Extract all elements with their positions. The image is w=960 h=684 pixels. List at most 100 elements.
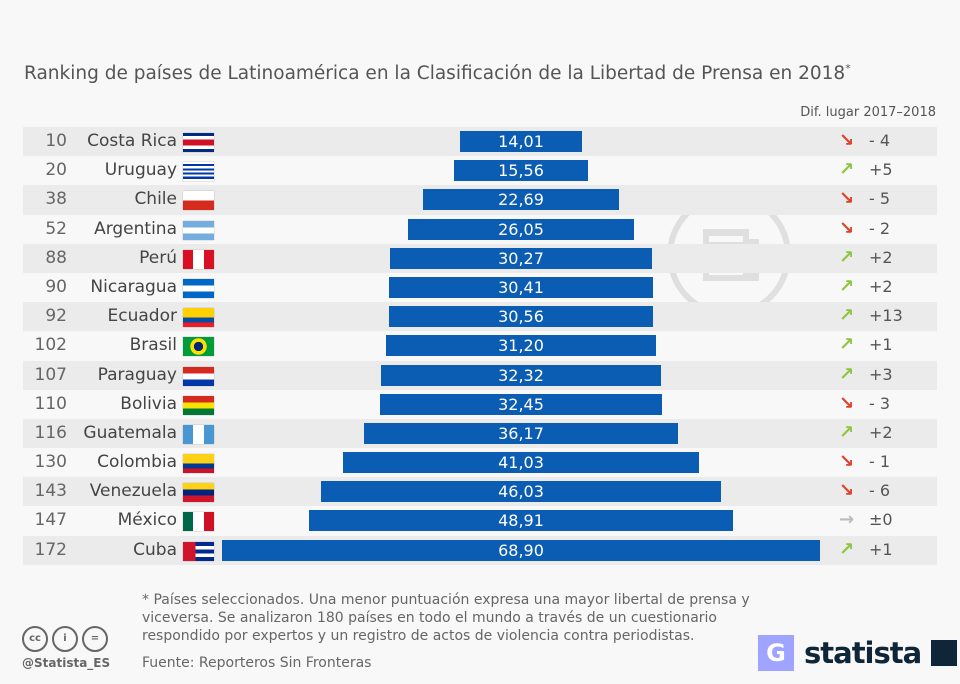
diff-value: - 5: [869, 189, 891, 209]
arrow-up-icon: ↗: [839, 363, 855, 385]
cc-icon: cc: [22, 626, 48, 652]
bar: 41,03: [343, 452, 699, 474]
rank: 110: [34, 393, 67, 414]
flag-icon: [183, 278, 214, 298]
diff-value: +13: [869, 306, 903, 326]
no-derivatives-icon: =: [82, 626, 108, 652]
table-row: 52 Argentina 26,05 ↘ - 2: [23, 215, 937, 244]
country-label: Guatemala: [83, 422, 177, 443]
table-row: 20 Uruguay 15,56 ↗ +5: [23, 156, 937, 185]
country-label: Paraguay: [97, 364, 177, 385]
arrow-up-icon: ↗: [839, 334, 855, 356]
rank: 130: [34, 452, 67, 473]
country-label: Uruguay: [104, 160, 177, 181]
table-row: 116 Guatemala 36,17 ↗ +2: [23, 418, 937, 449]
flag-icon: [183, 162, 214, 182]
arrow-up-icon: ↗: [839, 275, 855, 297]
country-label: Chile: [134, 189, 177, 210]
footnote: * Países seleccionados. Una menor puntua…: [142, 592, 750, 644]
diff-value: +2: [869, 276, 893, 296]
rank: 143: [34, 481, 67, 502]
bar: 30,27: [389, 247, 653, 269]
arrow-down-icon: ↘: [839, 480, 855, 502]
table-row: 147 México 48,91 → ±0: [23, 506, 937, 535]
country-label: Bolivia: [120, 393, 177, 414]
arrow-down-icon: ↘: [839, 130, 855, 151]
rank: 10: [45, 131, 67, 151]
flag-icon: [183, 424, 214, 444]
table-row: 143 Venezuela 46,03 ↘ - 6: [23, 477, 937, 507]
diff-header: Dif. lugar 2017–2018: [800, 105, 936, 120]
flag-icon: [183, 454, 214, 474]
bar: 22,69: [422, 189, 620, 211]
bar: 46,03: [321, 481, 721, 503]
rank: 88: [45, 247, 67, 268]
diff-value: - 4: [869, 131, 891, 150]
twitter-handle: @Statista_ES: [22, 656, 111, 670]
bar: 30,56: [388, 306, 654, 328]
bar: 14,01: [460, 131, 582, 152]
bar: 36,17: [364, 422, 678, 444]
rank: 116: [34, 422, 67, 443]
table-row: 107 Paraguay 32,32 ↗ +3: [23, 360, 937, 390]
table-row: 110 Bolivia 32,45 ↘ - 3: [23, 390, 937, 419]
flag-icon: [183, 512, 214, 532]
bar: 15,56: [453, 160, 589, 182]
arrow-down-icon: ↘: [839, 188, 855, 210]
flag-icon: [183, 191, 214, 211]
diff-value: - 3: [869, 393, 891, 413]
flag-icon: [183, 395, 214, 415]
arrow-down-icon: ↘: [839, 451, 855, 473]
flag-icon: [183, 366, 214, 386]
flag-icon: [183, 249, 214, 269]
table-row: 90 Nicaragua 30,41 ↗ +2: [23, 273, 937, 302]
arrow-up-icon: ↗: [839, 538, 855, 560]
diff-value: +2: [869, 422, 893, 442]
cc-license-icons: cc i =: [22, 626, 108, 652]
arrow-up-icon: ↗: [839, 305, 855, 327]
infogram-icon: G: [758, 635, 794, 671]
country-label: Ecuador: [107, 306, 177, 327]
source: Fuente: Reporteros Sin Fronteras: [142, 655, 372, 671]
country-label: Costa Rica: [87, 131, 177, 151]
country-label: Cuba: [133, 539, 177, 560]
arrow-up-icon: ↗: [839, 159, 855, 181]
country-label: Brasil: [129, 335, 177, 356]
rank: 20: [45, 160, 67, 181]
flag-icon: [183, 483, 214, 503]
flag-icon: [183, 337, 214, 357]
bar: 26,05: [408, 218, 634, 240]
country-label: Colombia: [97, 452, 177, 473]
bar: 48,91: [308, 510, 734, 532]
country-label: Venezuela: [89, 481, 177, 502]
arrow-up-icon: ↗: [839, 421, 855, 443]
rank: 52: [45, 218, 67, 239]
bar: 32,32: [380, 364, 662, 386]
rank: 92: [45, 306, 67, 327]
flag-icon: [183, 133, 214, 152]
table-row: 130 Colombia 41,03 ↘ - 1: [23, 448, 937, 477]
diff-value: +3: [869, 364, 893, 384]
chart-title: Ranking de países de Latinoamérica en la…: [24, 62, 851, 85]
bar: 32,45: [380, 393, 662, 415]
table-row: 92 Ecuador 30,56 ↗ +13: [23, 302, 937, 332]
table-row: 38 Chile 22,69 ↘ - 5: [23, 185, 937, 215]
rank: 38: [45, 189, 67, 210]
arrow-down-icon: ↘: [839, 392, 855, 414]
flag-icon: [183, 308, 214, 328]
country-label: México: [117, 510, 177, 531]
diff-value: - 6: [869, 481, 891, 501]
diff-value: +2: [869, 247, 893, 267]
statista-mark-icon: [931, 640, 958, 666]
flag-icon: [183, 541, 214, 561]
rank: 147: [34, 510, 67, 531]
table-row: 88 Perú 30,27 ↗ +2: [23, 243, 937, 273]
country-label: Nicaragua: [90, 276, 177, 297]
diff-value: - 1: [869, 452, 891, 472]
bar: 30,41: [389, 276, 653, 298]
arrow-flat-icon: →: [839, 509, 855, 531]
diff-value: +1: [869, 539, 893, 559]
bar: 31,20: [385, 335, 657, 357]
diff-value: +1: [869, 335, 893, 355]
